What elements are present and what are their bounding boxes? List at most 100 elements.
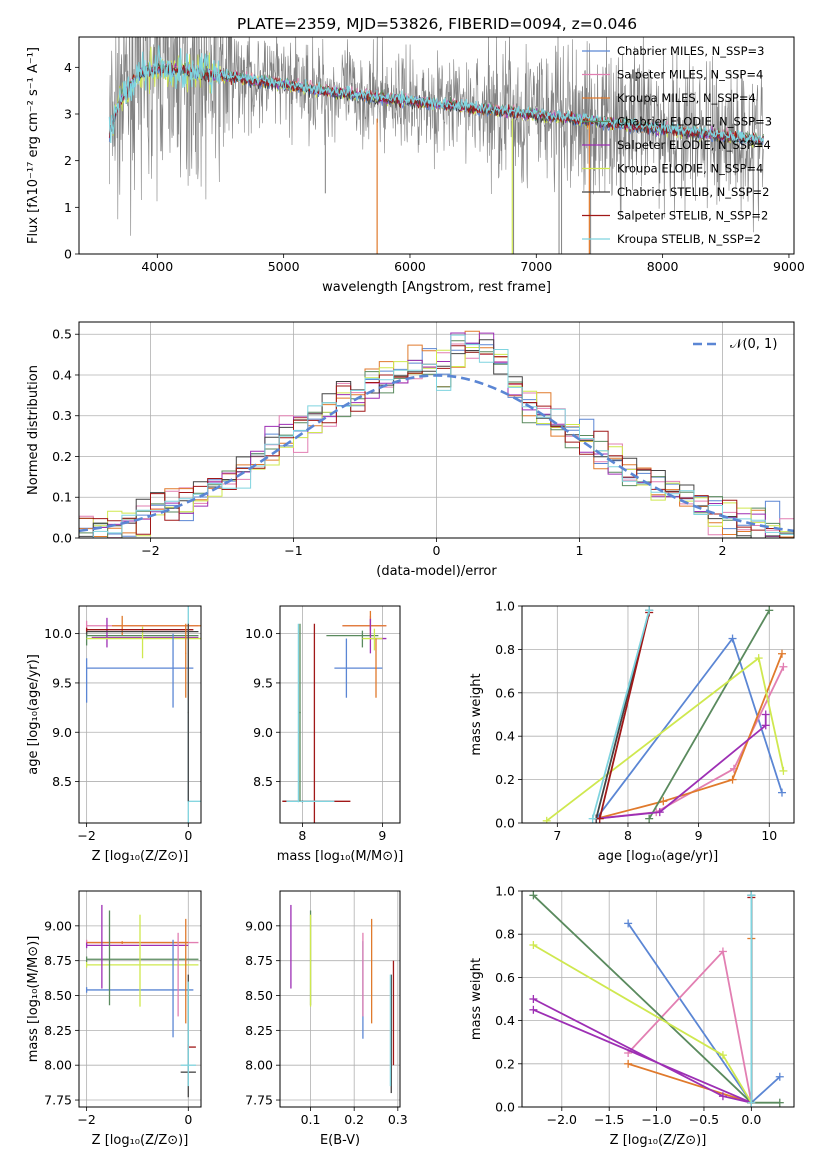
- y-tick-label: 8.25: [245, 1023, 273, 1038]
- x-axis-label: wavelength [Angstrom, rest frame]: [322, 280, 551, 295]
- y-tick-label: 7.75: [44, 1093, 72, 1108]
- y-tick-label: 8.5: [52, 774, 72, 789]
- plot-area: 4000 5000 6000 7000 8000 900001234wavelength …: [26, 36, 805, 1148]
- legend-label: Kroupa STELIB, N_SSP=2: [617, 232, 761, 246]
- observed-spectrum-line: [109, 37, 764, 236]
- y-tick-label: 8.75: [44, 953, 72, 968]
- legend-label: Kroupa MILES, N_SSP=4: [617, 91, 756, 105]
- x-tick-label: 0.1: [301, 1112, 321, 1127]
- x-tick-label: −2.0: [547, 1112, 577, 1127]
- data-layer: [542, 606, 788, 823]
- panel-residuals: −2 −1 0 1 2 0.0 0.1 0.2 0.3 0.4 0.5 (data-model)/er…: [26, 321, 795, 579]
- y-tick-label: 8.5: [253, 774, 273, 789]
- x-tick-label: 2: [719, 543, 727, 558]
- legend-label: Chabrier MILES, N_SSP=3: [617, 44, 764, 58]
- y-tick-label: 0.0: [495, 816, 515, 831]
- normal-curve: [79, 374, 794, 533]
- mass-weight-line: [595, 653, 783, 820]
- axes-frame: [78, 605, 202, 824]
- x-tick-label: 8: [624, 828, 632, 843]
- y-tick-label: 3: [64, 107, 72, 122]
- data-layer: [290, 904, 395, 1094]
- y-tick-label: 9.0: [52, 725, 72, 740]
- y-tick-label: 0.4: [495, 729, 515, 744]
- panel-mw_vs_age: 7 8 9 10 0.0 0.2 0.4 0.6 0.8 1.0 age [log₁₀(age/yr…: [469, 599, 795, 864]
- y-tick-label: 9.0: [253, 725, 273, 740]
- y-tick-label: 8.00: [245, 1058, 273, 1073]
- data-layer: [529, 891, 784, 1107]
- data-layer: [79, 330, 794, 538]
- model-spectrum-line: [108, 45, 764, 145]
- x-tick-label: −2: [77, 828, 95, 843]
- x-tick-label: 4000: [141, 259, 173, 274]
- y-tick-label: 0.3: [52, 408, 72, 423]
- y-tick-label: 8.50: [245, 988, 273, 1003]
- mass-weight-line: [648, 609, 771, 820]
- x-tick-label: 9000: [773, 259, 805, 274]
- legend-label: Chabrier STELIB, N_SSP=2: [617, 185, 769, 199]
- y-tick-label: 1.0: [495, 599, 515, 614]
- y-tick-label: 0.1: [52, 490, 72, 505]
- data-layer: [85, 904, 199, 1098]
- x-tick-label: 7000: [520, 259, 552, 274]
- y-tick-label: 0.0: [52, 531, 72, 546]
- x-tick-label: 6000: [394, 259, 426, 274]
- y-tick-label: 0.8: [495, 642, 515, 657]
- x-tick-label: 0.0: [741, 1112, 761, 1127]
- panel-mass_vs_Z: −2 0 7.75 8.00 8.25 8.50 8.75 9.00 Z [log₁₀(Z/Z⊙…: [26, 890, 202, 1148]
- x-tick-label: 8: [298, 828, 306, 843]
- x-tick-label: 0: [184, 828, 192, 843]
- y-tick-label: 1: [64, 200, 72, 215]
- x-tick-label: 0.3: [388, 1112, 408, 1127]
- panel-age_vs_mass: 8 9 8.5 9.0 9.5 10.0 mass [log₁₀(M/M⊙)]: [245, 605, 404, 864]
- y-axis-label: Normed distribution: [26, 365, 41, 495]
- axes-frame: [521, 605, 795, 824]
- x-tick-label: 5000: [268, 259, 300, 274]
- x-tick-label: 0: [433, 543, 441, 558]
- x-axis-label: mass [log₁₀(M/M⊙)]: [277, 849, 404, 864]
- y-tick-label: 0.0: [495, 1100, 515, 1115]
- y-axis-label: Flux [fλ10⁻¹⁷ erg cm⁻² s⁻¹ A⁻¹]: [26, 47, 41, 244]
- x-tick-label: 0.2: [344, 1112, 364, 1127]
- y-tick-label: 10.0: [44, 626, 72, 641]
- y-tick-label: 8.00: [44, 1058, 72, 1073]
- x-tick-label: −1.0: [641, 1112, 671, 1127]
- x-tick-label: 9: [695, 828, 703, 843]
- x-tick-label: 8000: [647, 259, 679, 274]
- data-layer: [282, 610, 387, 823]
- x-tick-label: −0.5: [689, 1112, 719, 1127]
- axes-frame: [521, 890, 795, 1108]
- y-tick-label: 4: [64, 60, 72, 75]
- x-axis-label: Z [log₁₀(Z/Z⊙)]: [92, 849, 189, 864]
- y-tick-label: 8.50: [44, 988, 72, 1003]
- x-axis-label: E(B-V): [320, 1133, 360, 1148]
- y-tick-label: 0.6: [495, 685, 515, 700]
- y-tick-label: 0.2: [495, 772, 515, 787]
- x-tick-label: 0: [184, 1112, 192, 1127]
- y-tick-label: 0.8: [495, 927, 515, 942]
- panel-age_vs_Z: −2 0 8.5 9.0 9.5 10.0 Z [log₁₀(Z/Z⊙)] age [log₁…: [26, 605, 202, 864]
- panel-mass_vs_ebv: 0.1 0.2 0.3 7.75 8.00 8.25 8.50 8.75 9.00 E(B-V): [245, 890, 408, 1148]
- x-axis-label: age [log₁₀(age/yr)]: [598, 849, 719, 864]
- mass-weight-line: [598, 612, 651, 819]
- x-tick-label: 10: [761, 828, 777, 843]
- y-tick-label: 0.6: [495, 970, 515, 985]
- y-tick-label: 0: [64, 247, 72, 262]
- x-axis-label: (data-model)/error: [376, 564, 497, 579]
- x-axis-label: Z [log₁₀(Z/Z⊙)]: [610, 1133, 707, 1148]
- y-tick-label: 9.5: [253, 675, 273, 690]
- x-tick-label: −2: [141, 543, 159, 558]
- y-tick-label: 0.2: [495, 1056, 515, 1071]
- y-tick-label: 0.4: [495, 1013, 515, 1028]
- y-tick-label: 2: [64, 153, 72, 168]
- y-tick-label: 7.75: [245, 1093, 273, 1108]
- y-tick-label: 8.75: [245, 953, 273, 968]
- y-tick-label: 0.5: [52, 327, 72, 342]
- mass-weight-line: [596, 666, 785, 820]
- legend-label: Chabrier ELODIE, N_SSP=3: [617, 115, 772, 129]
- mass-weight-line: [596, 714, 767, 820]
- data-layer: [85, 606, 201, 823]
- legend-label: Salpeter MILES, N_SSP=4: [617, 68, 763, 82]
- mass-weight-line: [532, 998, 752, 1104]
